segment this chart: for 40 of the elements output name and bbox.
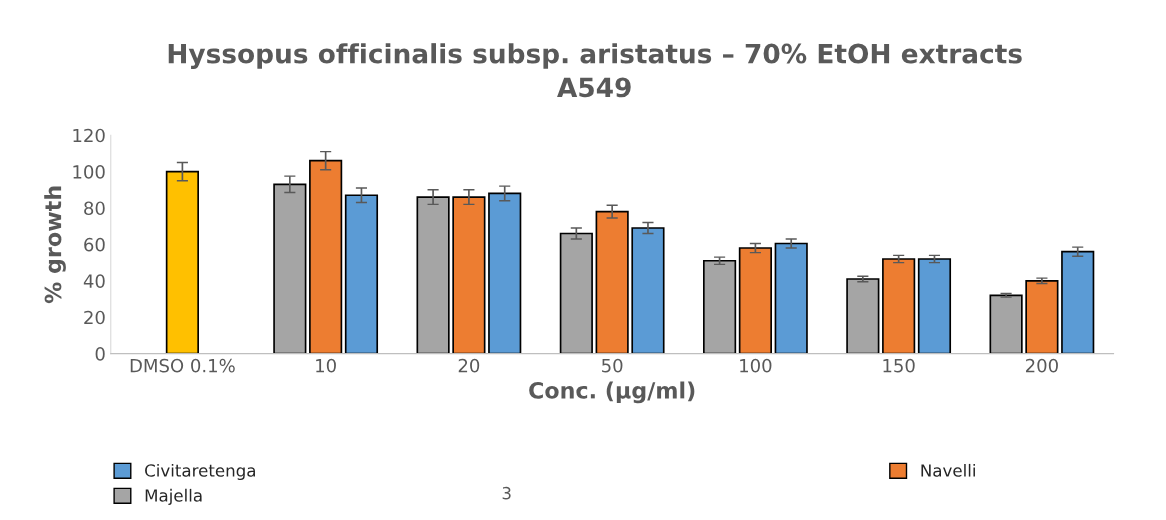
bar xyxy=(702,259,737,354)
x-axis-title: Conc. (µg/ml) xyxy=(529,381,695,404)
text: 3 xyxy=(502,486,511,500)
bar xyxy=(846,278,880,354)
y-tick-label: 20 xyxy=(84,310,105,325)
bar xyxy=(344,194,379,354)
bar xyxy=(1061,250,1095,354)
x-tick-label: 50 xyxy=(602,358,623,373)
legend-label: Civitaretenga xyxy=(145,463,255,481)
y-tick-label: 40 xyxy=(83,274,105,288)
bar xyxy=(452,196,486,354)
bar xyxy=(488,192,522,354)
x-tick-label: 100 xyxy=(740,358,772,373)
x-tick-label: 20 xyxy=(458,358,480,373)
bar xyxy=(882,258,916,354)
bar xyxy=(774,242,808,354)
bar xyxy=(917,258,952,354)
bar xyxy=(989,294,1023,354)
bar xyxy=(1025,279,1059,354)
bar xyxy=(738,247,772,354)
y-tick-label: 100 xyxy=(73,165,105,179)
x-tick-label: DMSO 0.1% xyxy=(130,358,235,373)
bar xyxy=(595,210,629,354)
bar xyxy=(416,196,450,354)
legend-label: Majella xyxy=(145,488,202,505)
y-tick-label: 0 xyxy=(95,347,105,361)
bar xyxy=(631,227,665,354)
bar xyxy=(559,232,593,354)
y-tick-label: 60 xyxy=(84,237,105,252)
y-tick-label: 80 xyxy=(84,201,105,216)
legend-label: Navelli xyxy=(921,463,975,477)
chart-title: Hyssopus officinalis subsp. aristatus – 70% EtOH extracts A549 xyxy=(168,43,1022,98)
bar xyxy=(309,159,343,354)
bar xyxy=(165,170,199,354)
x-tick-label: 150 xyxy=(883,358,915,373)
y-axis-title: % growth xyxy=(44,186,66,304)
x-tick-label: 10 xyxy=(316,358,336,373)
y-tick-label: 120 xyxy=(73,128,105,143)
bar xyxy=(273,183,307,354)
x-tick-label: 200 xyxy=(1026,358,1058,373)
